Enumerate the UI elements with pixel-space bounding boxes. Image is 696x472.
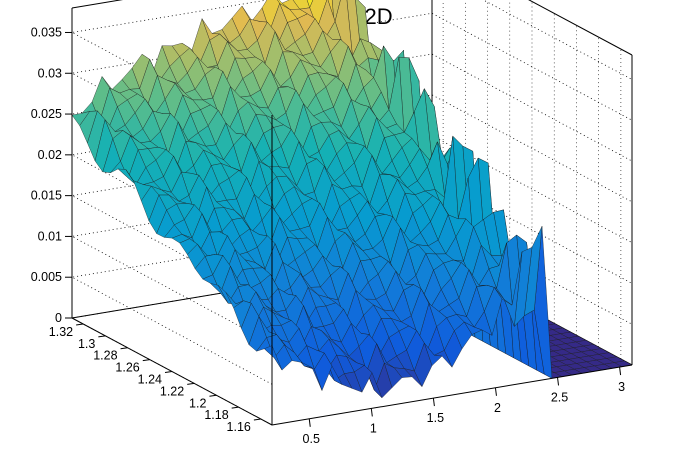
x-tick-label: 0.5 [303, 432, 320, 446]
y-tick [142, 359, 150, 362]
z-tick-label: 0.01 [38, 229, 62, 243]
y-tick-label: 1.3 [78, 337, 95, 351]
y-tick [231, 406, 239, 409]
y-tick [164, 371, 173, 373]
x-tick [557, 377, 560, 386]
surface-cell [306, 0, 314, 9]
y-tick-label: 1.2 [189, 396, 206, 410]
y-tick-label: 1.26 [115, 361, 139, 375]
x-tick [370, 408, 373, 417]
x-tick-label: 2 [494, 401, 501, 415]
box-edge [528, 0, 633, 56]
x-tick [494, 387, 497, 396]
surface-cell [263, 345, 283, 371]
y-tick [76, 323, 84, 326]
surface-mesh [71, 0, 633, 399]
y-tick-label: 1.24 [138, 373, 162, 387]
box-edge [71, 0, 124, 9]
x-tick-label: 1.5 [427, 411, 444, 425]
z-tick-label: 0.02 [38, 148, 62, 162]
x-tick [619, 367, 622, 376]
x-tick [432, 398, 435, 407]
y-tick [120, 347, 128, 350]
z-tick-label: 0.005 [31, 270, 62, 284]
x-axis-line [271, 364, 633, 426]
y-tick-label: 1.16 [227, 420, 251, 434]
x-tick-label: 2.5 [551, 390, 568, 404]
y-tick [187, 382, 195, 385]
y-tick-label: 1.32 [49, 325, 73, 339]
plot-axes: 0.511.522.531.161.181.21.221.241.261.281… [31, 8, 633, 446]
x-tick-label: 3 [618, 380, 625, 394]
z-tick-label: 0 [55, 311, 62, 325]
x-tick-label: 1 [370, 421, 377, 435]
y-tick [98, 335, 106, 338]
y-tick [209, 394, 217, 397]
y-tick [253, 418, 261, 421]
z-tick-label: 0.035 [31, 25, 62, 39]
x-tick [308, 418, 311, 427]
y-tick-label: 1.22 [160, 384, 184, 398]
z-tick-label: 0.025 [31, 107, 62, 121]
y-tick-label: 1.28 [93, 349, 117, 363]
z-tick-label: 0.03 [38, 66, 62, 80]
z-tick-label: 0.015 [31, 189, 62, 203]
y-tick-label: 1.18 [204, 408, 228, 422]
